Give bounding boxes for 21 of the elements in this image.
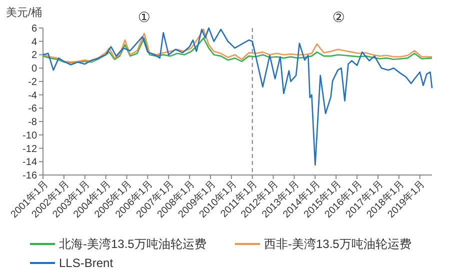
y-axis-title: 美元/桶 — [6, 6, 42, 19]
line-series — [42, 37, 433, 64]
y-tick-label: -10 — [22, 130, 38, 142]
line-series — [42, 28, 433, 63]
y-tick-label: -16 — [22, 170, 38, 182]
y-tick-label: -12 — [22, 144, 38, 155]
y-tick-label: -4 — [28, 90, 38, 102]
legend-label: LLS-Brent — [59, 256, 114, 270]
y-tick-label: -2 — [28, 76, 38, 88]
legend-label: 西非-美湾13.5万吨油轮运费 — [264, 237, 412, 252]
y-tick-label: 4 — [31, 36, 38, 48]
y-tick-label: 2 — [31, 50, 38, 62]
y-tick-label: -14 — [22, 157, 38, 168]
text: ① — [138, 9, 150, 25]
line-series — [42, 27, 433, 166]
legend-label: 北海-美湾13.5万吨油轮运费 — [59, 237, 206, 252]
y-tick-label: 6 — [31, 24, 38, 34]
y-tick-label: -8 — [28, 117, 38, 128]
y-tick-label: -6 — [28, 104, 38, 115]
y-tick-label: 0 — [31, 64, 38, 75]
text: ② — [332, 9, 345, 25]
